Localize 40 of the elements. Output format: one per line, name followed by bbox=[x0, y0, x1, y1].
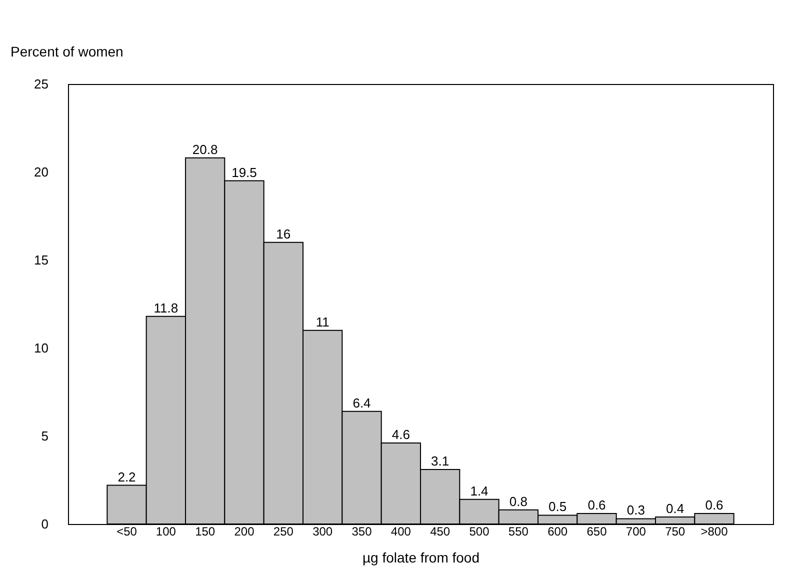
y-tick-label: 5 bbox=[41, 428, 48, 444]
data-label: 0.5 bbox=[548, 499, 567, 514]
data-label: 0.8 bbox=[509, 494, 528, 509]
data-label: 0.4 bbox=[666, 500, 684, 516]
data-label: 16 bbox=[276, 226, 291, 242]
data-label: 0.3 bbox=[626, 502, 645, 518]
x-tick-label: 200 bbox=[234, 524, 255, 538]
x-tick-label: 750 bbox=[665, 524, 686, 538]
x-tick-label: 550 bbox=[508, 524, 529, 538]
y-tick-label: 0 bbox=[41, 516, 48, 532]
data-label: 4.6 bbox=[392, 427, 410, 442]
x-tick-label: >800 bbox=[700, 524, 728, 538]
data-label: 19.5 bbox=[232, 164, 257, 180]
data-label: 11 bbox=[316, 314, 330, 330]
x-tick-label: <50 bbox=[116, 524, 138, 538]
x-tick-label: 150 bbox=[195, 524, 216, 538]
y-tick-label: 10 bbox=[34, 340, 48, 356]
x-tick-label: 300 bbox=[312, 524, 333, 538]
data-label: 0.6 bbox=[705, 497, 724, 512]
data-label: 6.4 bbox=[352, 395, 371, 410]
y-axis-title: Percent of women bbox=[10, 44, 124, 60]
data-label: 11.8 bbox=[154, 300, 178, 316]
x-tick-label: 350 bbox=[352, 524, 372, 538]
x-tick-label: 100 bbox=[156, 524, 176, 538]
x-tick-label: 700 bbox=[626, 524, 646, 538]
data-label: 20.8 bbox=[192, 142, 218, 157]
y-tick-label: 20 bbox=[34, 164, 48, 180]
y-tick-label: 15 bbox=[34, 252, 48, 268]
data-label: 3.1 bbox=[431, 453, 450, 468]
data-label: 1.4 bbox=[470, 483, 488, 498]
x-tick-label: 400 bbox=[390, 524, 412, 538]
x-tick-label: 250 bbox=[273, 524, 294, 538]
x-tick-label: 650 bbox=[586, 524, 608, 538]
x-tick-label: 450 bbox=[430, 524, 450, 538]
x-axis-title: µg folate from food bbox=[362, 550, 480, 566]
data-label: 0.6 bbox=[588, 497, 606, 512]
x-tick-label: 600 bbox=[548, 524, 568, 538]
y-tick-label: 25 bbox=[34, 76, 48, 92]
x-tick-label: 500 bbox=[469, 524, 490, 538]
data-label: 2.2 bbox=[118, 469, 136, 484]
